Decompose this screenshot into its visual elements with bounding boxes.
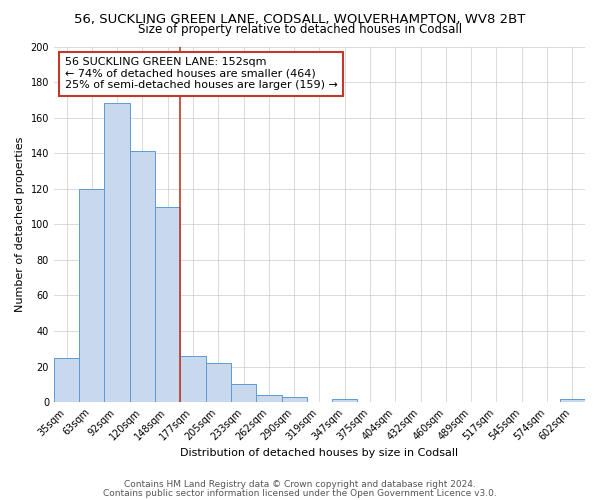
- Bar: [332, 398, 358, 402]
- Bar: [256, 395, 281, 402]
- Bar: [79, 189, 104, 402]
- Text: 56, SUCKLING GREEN LANE, CODSALL, WOLVERHAMPTON, WV8 2BT: 56, SUCKLING GREEN LANE, CODSALL, WOLVER…: [74, 12, 526, 26]
- Bar: [130, 152, 155, 402]
- Text: 56 SUCKLING GREEN LANE: 152sqm
← 74% of detached houses are smaller (464)
25% of: 56 SUCKLING GREEN LANE: 152sqm ← 74% of …: [65, 57, 337, 90]
- Bar: [104, 104, 130, 402]
- Bar: [181, 356, 206, 402]
- Bar: [231, 384, 256, 402]
- Bar: [155, 206, 181, 402]
- Y-axis label: Number of detached properties: Number of detached properties: [15, 136, 25, 312]
- Bar: [206, 363, 231, 402]
- Bar: [54, 358, 79, 402]
- X-axis label: Distribution of detached houses by size in Codsall: Distribution of detached houses by size …: [181, 448, 458, 458]
- Text: Size of property relative to detached houses in Codsall: Size of property relative to detached ho…: [138, 22, 462, 36]
- Text: Contains public sector information licensed under the Open Government Licence v3: Contains public sector information licen…: [103, 488, 497, 498]
- Bar: [560, 398, 585, 402]
- Bar: [281, 397, 307, 402]
- Text: Contains HM Land Registry data © Crown copyright and database right 2024.: Contains HM Land Registry data © Crown c…: [124, 480, 476, 489]
